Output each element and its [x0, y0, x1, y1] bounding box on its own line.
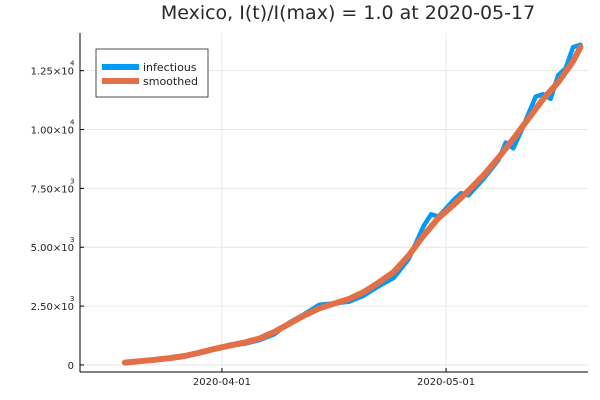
series-line-smoothed — [121, 44, 584, 366]
chart-title: Mexico, I(t)/I(max) = 1.0 at 2020-05-17 — [161, 2, 535, 24]
y-tick-labels: 02.50×1035.00×1037.50×1031.00×1041.25×10… — [31, 60, 75, 372]
axes — [79, 33, 588, 373]
y-tick-exponent: 4 — [70, 119, 75, 127]
y-tick-label: 5.00×10 — [31, 243, 74, 254]
legend: infectious smoothed — [95, 48, 209, 98]
y-tick-exponent: 3 — [70, 295, 74, 303]
y-tick-exponent: 3 — [70, 236, 74, 244]
legend-box — [95, 48, 209, 98]
x-tick-labels: 2020-04-01 2020-05-01 — [193, 377, 475, 388]
y-tick-label: 1.00×10 — [31, 126, 74, 137]
y-tick-label: 2.50×10 — [31, 302, 74, 313]
y-tick-exponent: 4 — [70, 60, 75, 68]
legend-label-smoothed: smoothed — [143, 75, 198, 88]
y-tick-exponent: 3 — [70, 177, 74, 185]
y-tick-label: 7.50×10 — [31, 184, 74, 195]
legend-label-infectious: infectious — [143, 61, 197, 74]
x-tick-label: 2020-05-01 — [417, 377, 475, 388]
x-tick-label: 2020-04-01 — [193, 377, 251, 388]
series — [121, 42, 584, 366]
y-tick-label: 0 — [68, 361, 74, 372]
y-tick-label: 1.25×10 — [31, 67, 74, 78]
